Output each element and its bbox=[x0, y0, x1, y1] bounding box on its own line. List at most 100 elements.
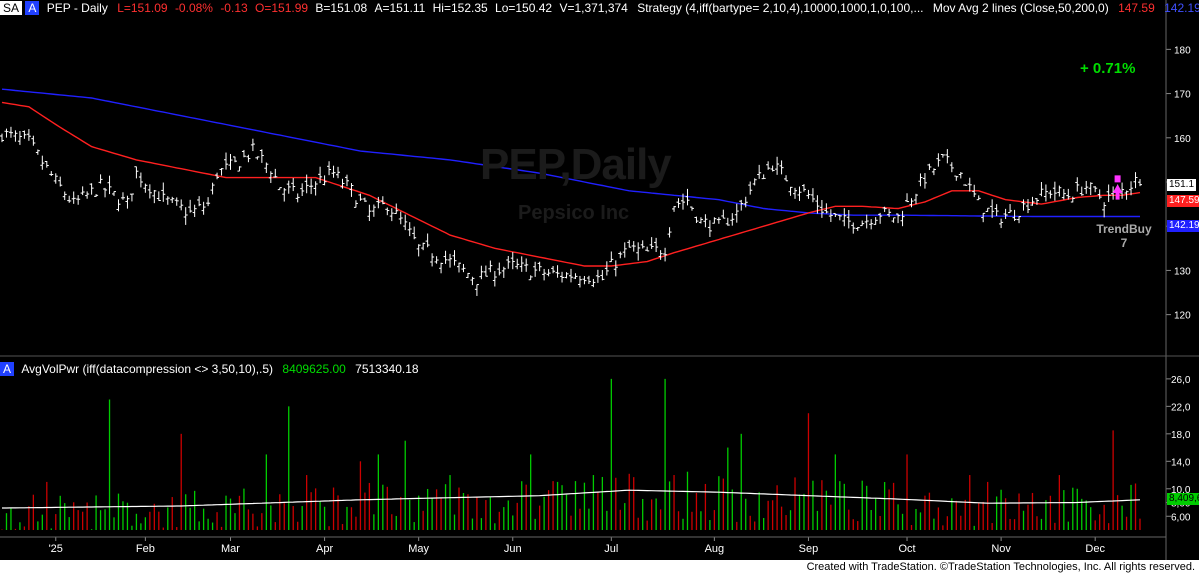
price-bar bbox=[353, 200, 358, 208]
price-bar bbox=[380, 196, 385, 205]
price-bar bbox=[138, 172, 143, 188]
price-bar bbox=[385, 207, 390, 216]
price-bar bbox=[309, 178, 314, 195]
volume-avg-tag: 8,409,6 bbox=[1167, 493, 1199, 505]
price-bar bbox=[1017, 216, 1022, 224]
price-bar bbox=[985, 207, 990, 212]
price-bar bbox=[990, 199, 995, 218]
price-bar bbox=[640, 240, 645, 249]
price-bar bbox=[855, 226, 860, 231]
price-bar bbox=[421, 242, 426, 251]
price-bar bbox=[793, 187, 798, 199]
price-bar bbox=[645, 246, 650, 252]
price-bar bbox=[824, 203, 829, 214]
price-bar bbox=[510, 252, 515, 270]
price-bar bbox=[206, 197, 211, 207]
last-price: L=151.09 bbox=[117, 1, 168, 15]
price-bar bbox=[506, 256, 511, 269]
trendbuy-signal bbox=[1112, 175, 1123, 200]
price-bar bbox=[739, 199, 744, 211]
price-bar bbox=[170, 196, 175, 203]
price-bar bbox=[860, 220, 865, 227]
price-bar bbox=[918, 173, 923, 187]
ma50-value: 147.59 bbox=[1118, 1, 1155, 15]
price-bar bbox=[851, 222, 856, 234]
price-bar bbox=[981, 212, 986, 223]
ma200-line bbox=[1, 88, 1140, 218]
price-bar bbox=[586, 275, 591, 285]
price-bar bbox=[564, 272, 569, 279]
price-bar bbox=[192, 204, 197, 217]
last-price-tag: 151.1 bbox=[1167, 179, 1197, 191]
price-bar bbox=[188, 199, 193, 213]
price-bar bbox=[282, 187, 287, 202]
price-bar bbox=[900, 210, 905, 227]
price-bar bbox=[49, 171, 54, 177]
price-bar bbox=[407, 222, 412, 237]
price-bar bbox=[76, 195, 81, 205]
x-tick-label: Oct bbox=[898, 543, 915, 555]
price-bar bbox=[425, 233, 430, 248]
price-bar bbox=[1070, 196, 1075, 203]
price-bar bbox=[560, 271, 565, 283]
ma-label: Mov Avg 2 lines (Close,50,200,0) bbox=[932, 1, 1109, 15]
price-bar bbox=[98, 174, 103, 184]
watermark-name: Pepsico Inc bbox=[518, 202, 630, 224]
price-bar bbox=[1003, 208, 1008, 219]
price-bar bbox=[528, 275, 533, 281]
x-tick-label: Jul bbox=[604, 543, 618, 555]
price-bar bbox=[766, 161, 771, 170]
price-bar bbox=[403, 214, 408, 231]
price-bar bbox=[40, 155, 45, 170]
price-tick-label: 170 bbox=[1174, 90, 1191, 101]
price-bar bbox=[972, 184, 977, 198]
price-bar bbox=[954, 175, 959, 181]
price-bar bbox=[237, 166, 242, 172]
price-bar bbox=[801, 184, 806, 192]
price-bar bbox=[103, 187, 108, 198]
price-bar bbox=[927, 163, 932, 171]
change-percent: -0.08% bbox=[174, 1, 213, 15]
price-bar bbox=[864, 214, 869, 229]
price-bar bbox=[1079, 186, 1084, 196]
price-bar bbox=[483, 265, 488, 277]
price-bar bbox=[931, 168, 936, 176]
price-bar bbox=[474, 284, 479, 296]
price-bar bbox=[389, 208, 394, 222]
symbol-badge[interactable]: SA bbox=[0, 1, 23, 15]
x-tick-label: Dec bbox=[1085, 543, 1105, 555]
volume-average-line bbox=[2, 489, 1141, 509]
price-bar bbox=[89, 183, 94, 195]
price-tick-label: 120 bbox=[1174, 311, 1191, 322]
price-bar bbox=[250, 138, 255, 152]
price-bar bbox=[828, 209, 833, 222]
price-bar bbox=[1021, 199, 1026, 211]
x-tick-label: Feb bbox=[136, 543, 155, 555]
x-axis: '25 Feb Mar Apr May Jun Jul Aug Sep Oct Nov Dec bbox=[49, 537, 1105, 555]
price-bar bbox=[591, 278, 596, 288]
volume-tick-label: 26,0 bbox=[1171, 375, 1191, 386]
price-bar bbox=[286, 180, 291, 194]
ma50-line-group bbox=[1, 101, 1141, 267]
price-bar bbox=[945, 149, 950, 164]
price-bar bbox=[143, 183, 148, 193]
price-bar bbox=[537, 261, 542, 272]
price-bar bbox=[116, 199, 121, 212]
price-bar bbox=[999, 218, 1004, 229]
price-bar bbox=[501, 266, 506, 278]
price-bar bbox=[456, 262, 461, 273]
price-bar bbox=[784, 175, 789, 182]
price-bar bbox=[4, 128, 9, 138]
price-bar bbox=[743, 196, 748, 208]
volume-alpha-badge[interactable]: A bbox=[0, 362, 15, 376]
price-bar bbox=[730, 213, 735, 226]
volume-value-2: 7513340.18 bbox=[355, 362, 419, 376]
price-bar bbox=[434, 256, 439, 264]
alpha-badge[interactable]: A bbox=[25, 1, 40, 15]
x-tick-label: May bbox=[408, 543, 429, 555]
price-bar bbox=[878, 212, 883, 224]
price-bar bbox=[412, 226, 417, 240]
x-tick-label: Apr bbox=[316, 543, 333, 555]
volume-average-line-group bbox=[2, 489, 1141, 509]
